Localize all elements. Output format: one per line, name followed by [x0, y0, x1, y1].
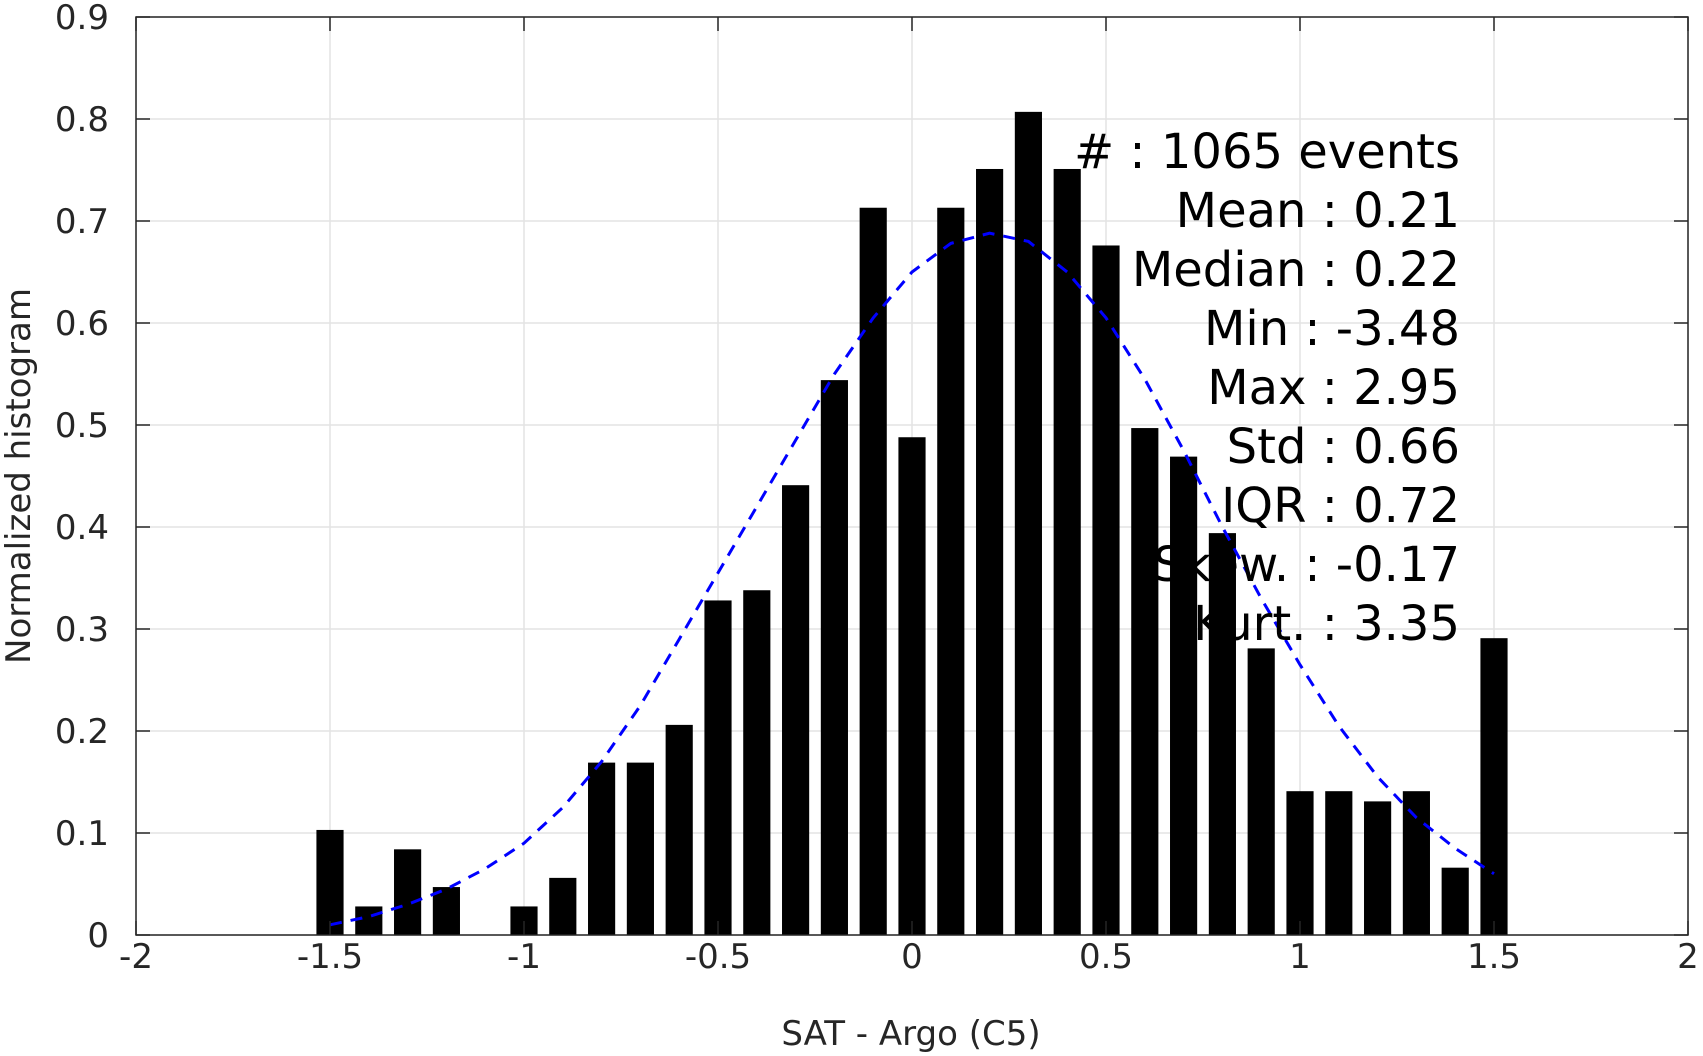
x-tick-label: -2 [119, 937, 153, 977]
y-tick-label: 0.6 [55, 304, 109, 344]
histogram-bar [820, 380, 848, 935]
y-tick-label: 0.3 [55, 610, 109, 650]
stat-line: Mean : 0.21 [1176, 183, 1460, 239]
histogram-bars [316, 111, 1508, 936]
y-tick-label: 0.5 [55, 406, 109, 446]
x-tick-label: -0.5 [685, 937, 751, 977]
stat-line: Kurt. : 3.35 [1193, 596, 1460, 652]
y-axis-label: Normalized histogram [0, 288, 39, 664]
histogram-bar [316, 829, 344, 935]
histogram-bar [1053, 168, 1081, 936]
histogram-bar [782, 485, 810, 935]
x-tick-label: -1.5 [297, 937, 363, 977]
stat-line: Max : 2.95 [1207, 360, 1460, 416]
stat-line: Std : 0.66 [1227, 419, 1460, 475]
histogram-bar [1480, 638, 1508, 935]
histogram-bar [859, 207, 887, 936]
histogram-bar [626, 762, 654, 935]
histogram-bar [1092, 245, 1120, 936]
x-tick-label: 1.5 [1467, 937, 1521, 977]
x-tick-label: -1 [507, 937, 541, 977]
y-tick-label: 0.2 [55, 712, 109, 752]
stat-line: Min : -3.48 [1204, 301, 1460, 357]
y-tick-label: 0.9 [55, 0, 109, 38]
histogram-bar [1247, 648, 1275, 935]
stat-line: Skew. : -0.17 [1153, 537, 1460, 593]
histogram-bar [1208, 533, 1236, 935]
histogram-bar [937, 207, 965, 936]
histogram-bar [1441, 867, 1469, 935]
x-tick-label: 0 [901, 937, 923, 977]
histogram-bar [355, 906, 383, 935]
y-tick-label: 0.1 [55, 814, 109, 854]
histogram-bar [1170, 456, 1198, 935]
x-tick-label: 2 [1677, 937, 1699, 977]
y-tick-label: 0.7 [55, 202, 109, 242]
y-tick-label: 0.4 [55, 508, 109, 548]
x-tick-label: 1 [1289, 937, 1311, 977]
histogram-bar [898, 437, 926, 935]
histogram-bar [1402, 791, 1430, 935]
histogram-bar [432, 887, 460, 935]
histogram-bar [1014, 111, 1042, 936]
histogram-bar [665, 724, 693, 935]
histogram-bar [588, 762, 616, 935]
histogram-bar [1364, 801, 1392, 935]
histogram-bar [704, 600, 732, 935]
stat-line: IQR : 0.72 [1221, 478, 1460, 534]
stat-line: Median : 0.22 [1132, 242, 1460, 298]
histogram-bar [394, 849, 422, 935]
y-tick-label: 0 [87, 916, 109, 956]
histogram-bar [1286, 791, 1314, 935]
x-tick-label: 0.5 [1079, 937, 1133, 977]
x-axis-label: SAT - Argo (C5) [781, 1014, 1040, 1054]
axis-ticks: -2 -1.5 -1 -0.5 0 0.5 1 1.5 2 0 0.1 0.2 0.3 0.4 0.5 0.6… [55, 0, 1699, 977]
histogram-bar [976, 168, 1004, 936]
histogram-bar [1131, 428, 1159, 935]
histogram-bar [743, 590, 771, 935]
y-tick-label: 0.8 [55, 100, 109, 140]
histogram-bar [1325, 791, 1353, 935]
stat-line: # : 1065 events [1074, 124, 1460, 180]
histogram-bar [549, 877, 577, 935]
normal-fit-curve [329, 231, 1495, 927]
